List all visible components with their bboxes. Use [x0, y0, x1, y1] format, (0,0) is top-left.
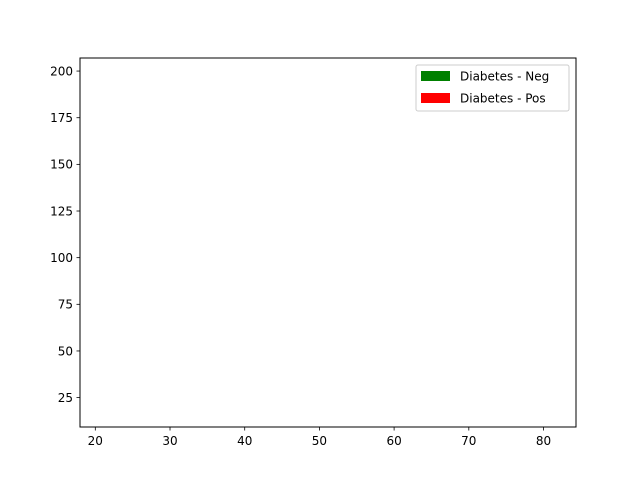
- y-tick-label: 100: [50, 251, 73, 265]
- x-tick-label: 50: [312, 434, 327, 448]
- y-tick-label: 25: [58, 391, 73, 405]
- x-tick-label: 60: [386, 434, 401, 448]
- x-tick-label: 40: [237, 434, 252, 448]
- x-tick-label: 20: [88, 434, 103, 448]
- y-tick-label: 125: [50, 204, 73, 218]
- x-tick-label: 80: [536, 434, 551, 448]
- y-tick-label: 50: [58, 344, 73, 358]
- y-tick-label: 175: [50, 111, 73, 125]
- legend-box: [415, 64, 570, 112]
- plot-area: [80, 58, 576, 427]
- x-tick-label: 30: [162, 434, 177, 448]
- y-axis: 25 50 75 100 125 150 175 200: [50, 64, 80, 405]
- plot-frame: [79, 57, 577, 428]
- y-tick-label: 150: [50, 158, 73, 172]
- legend: Diabetes - Neg Diabetes - Pos: [415, 64, 570, 112]
- x-tick-label: 70: [461, 434, 476, 448]
- legend-label: Diabetes - Neg: [460, 70, 549, 84]
- y-tick-label: 200: [50, 64, 73, 78]
- y-tick-label: 75: [58, 298, 73, 312]
- x-axis: 20 30 40 50 60 70 80: [88, 427, 551, 448]
- legend-label: Diabetes - Pos: [460, 92, 546, 106]
- legend-swatch: [421, 71, 450, 81]
- legend-swatch: [421, 93, 450, 103]
